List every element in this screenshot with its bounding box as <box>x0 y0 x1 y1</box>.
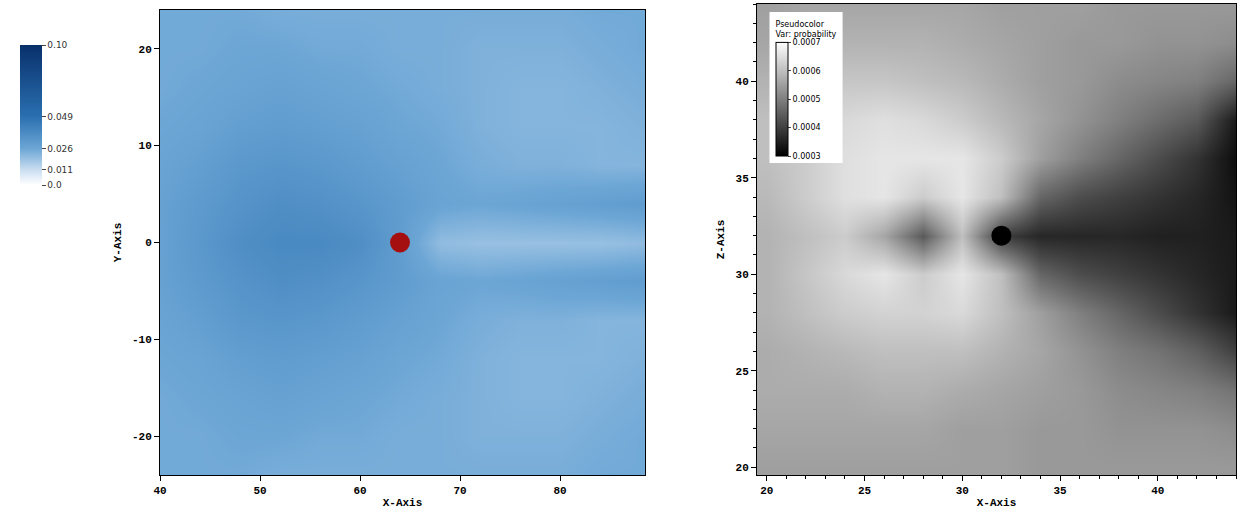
svg-text:40: 40 <box>736 76 749 88</box>
svg-text:30: 30 <box>956 485 969 497</box>
svg-text:0.026: 0.026 <box>47 144 73 154</box>
svg-text:0.011: 0.011 <box>47 165 73 175</box>
svg-text:40: 40 <box>1151 485 1164 497</box>
svg-text:30: 30 <box>736 269 749 281</box>
svg-text:25: 25 <box>736 366 750 378</box>
svg-text:-20: -20 <box>132 431 152 443</box>
svg-text:0.10: 0.10 <box>47 40 67 50</box>
svg-text:20: 20 <box>139 44 152 56</box>
svg-text:PseudocolorVar: probability: PseudocolorVar: probability <box>776 20 837 39</box>
svg-text:-10: -10 <box>132 334 152 346</box>
svg-text:0: 0 <box>145 237 152 249</box>
svg-text:0.0: 0.0 <box>47 180 62 190</box>
svg-text:70: 70 <box>453 485 466 497</box>
svg-text:Z-Axis: Z-Axis <box>715 220 727 260</box>
svg-text:0.0006: 0.0006 <box>793 67 821 76</box>
svg-text:50: 50 <box>253 485 266 497</box>
svg-text:35: 35 <box>1053 485 1067 497</box>
svg-text:X-Axis: X-Axis <box>977 497 1017 509</box>
svg-text:0.049: 0.049 <box>47 112 73 122</box>
svg-text:0.0004: 0.0004 <box>793 123 821 132</box>
svg-text:25: 25 <box>858 485 872 497</box>
svg-text:60: 60 <box>353 485 366 497</box>
svg-text:20: 20 <box>736 462 749 474</box>
svg-text:0.0005: 0.0005 <box>793 95 821 104</box>
svg-text:Y-Axis: Y-Axis <box>112 223 124 263</box>
svg-text:40: 40 <box>153 485 166 497</box>
svg-text:80: 80 <box>553 485 566 497</box>
svg-text:20: 20 <box>760 485 773 497</box>
svg-text:0.0007: 0.0007 <box>793 38 821 47</box>
svg-text:10: 10 <box>139 140 152 152</box>
svg-text:35: 35 <box>736 173 750 185</box>
svg-text:0.0003: 0.0003 <box>793 152 821 161</box>
svg-text:X-Axis: X-Axis <box>383 497 423 509</box>
